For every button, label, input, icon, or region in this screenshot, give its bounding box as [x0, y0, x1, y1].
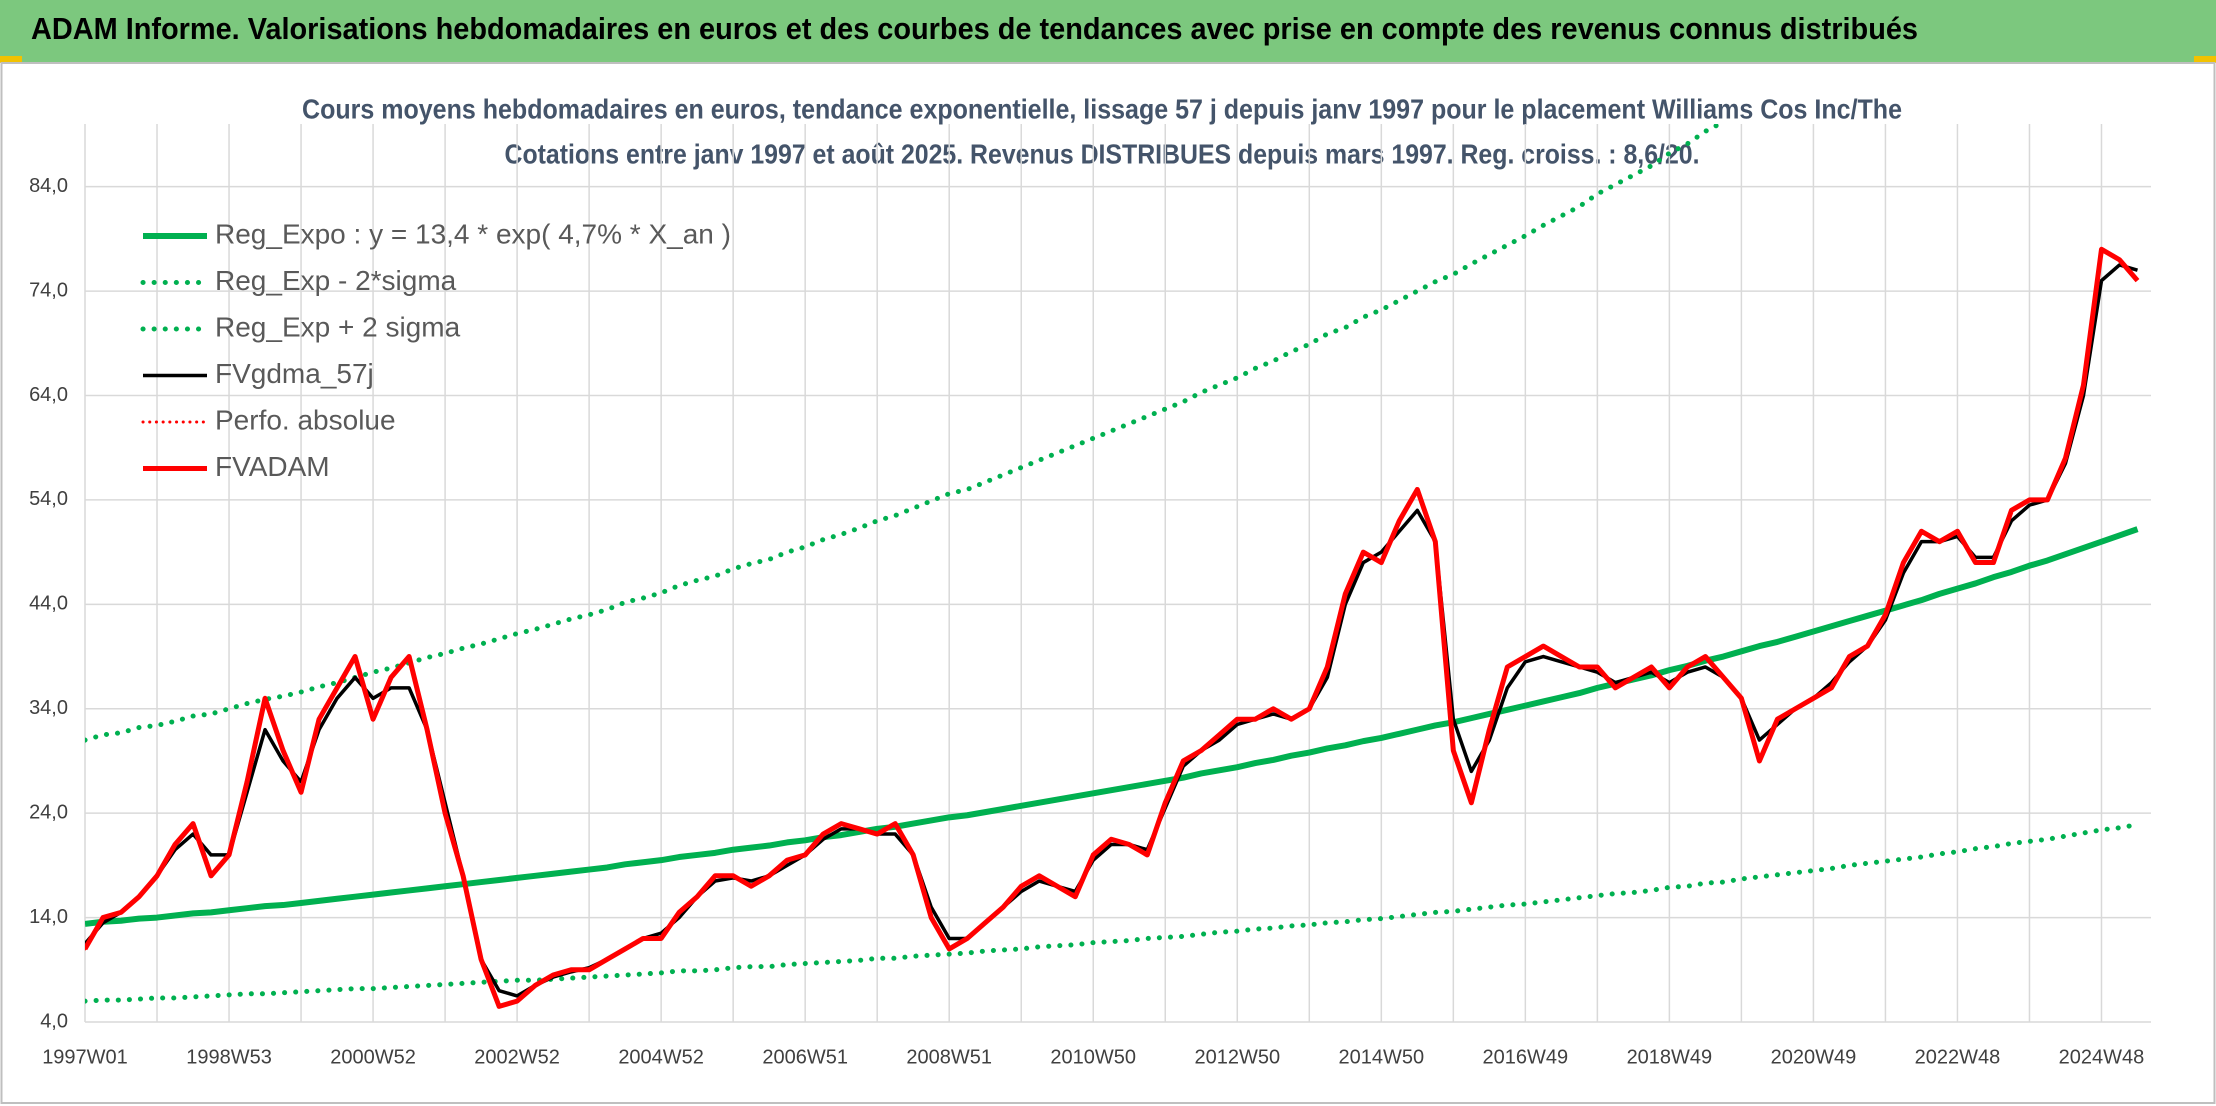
x-tick-label: 2016W49: [1483, 1046, 1569, 1068]
y-tick-label: 34,0: [29, 697, 68, 719]
legend-label: Reg_Exp + 2 sigma: [215, 311, 461, 342]
y-tick-label: 4,0: [40, 1010, 68, 1032]
legend-label: FVADAM: [215, 451, 330, 482]
axis-labels: 4,0 14,0 24,0 34,0 44,0 54,0 64,0 74,0 84,0 1997W…: [29, 175, 2144, 1068]
corner-mark: [0, 56, 22, 63]
legend-label: FVgdma_57j: [215, 358, 374, 389]
chart-title: Cours moyens hebdomadaires en euros, ten…: [302, 93, 1902, 124]
plot-area: [85, 124, 2140, 1009]
x-tick-label: 2008W51: [906, 1046, 992, 1068]
chart-border: [0, 62, 2216, 1104]
legend-label: Perfo. absolue: [215, 404, 396, 435]
y-tick-label: 44,0: [29, 593, 68, 615]
x-tick-label: 2014W50: [1339, 1046, 1425, 1068]
x-tick-label: 2000W52: [330, 1046, 416, 1068]
x-tick-label: 2024W48: [2059, 1046, 2145, 1068]
y-tick-label: 64,0: [29, 384, 68, 406]
chart-subtitle: Cotations entre janv 1997 et août 2025. …: [505, 138, 1700, 169]
legend-label: Reg_Expo : y = 13,4 * exp( 4,7% * X_an ): [215, 218, 731, 249]
y-tick-label: 84,0: [29, 175, 68, 197]
x-tick-label: 1998W53: [186, 1046, 272, 1068]
grid: [84, 124, 2151, 1023]
series-line: [85, 124, 1725, 743]
x-tick-label: 1997W01: [42, 1046, 128, 1068]
y-tick-label: 54,0: [29, 488, 68, 510]
legend-label: Reg_Exp - 2*sigma: [215, 265, 457, 296]
x-tick-label: 2006W51: [762, 1046, 848, 1068]
header-title: ADAM Informe. Valorisations hebdomadaire…: [31, 11, 1918, 46]
x-tick-label: 2022W48: [1915, 1046, 2001, 1068]
x-tick-label: 2004W52: [618, 1046, 704, 1068]
series-line: [85, 526, 2139, 927]
series-line: [85, 246, 2140, 1009]
legend: Reg_Expo : y = 13,4 * exp( 4,7% * X_an )…: [140, 218, 731, 482]
x-tick-label: 2002W52: [474, 1046, 560, 1068]
series-line: [85, 822, 2140, 1004]
y-tick-label: 74,0: [29, 279, 68, 301]
x-tick-label: 2018W49: [1627, 1046, 1713, 1068]
x-tick-label: 2010W50: [1050, 1046, 1136, 1068]
y-tick-label: 24,0: [29, 801, 68, 823]
y-tick-label: 14,0: [29, 906, 68, 928]
x-tick-label: 2012W50: [1194, 1046, 1280, 1068]
header-bar: [0, 0, 2216, 62]
corner-mark: [2194, 56, 2216, 63]
x-tick-label: 2020W49: [1771, 1046, 1857, 1068]
